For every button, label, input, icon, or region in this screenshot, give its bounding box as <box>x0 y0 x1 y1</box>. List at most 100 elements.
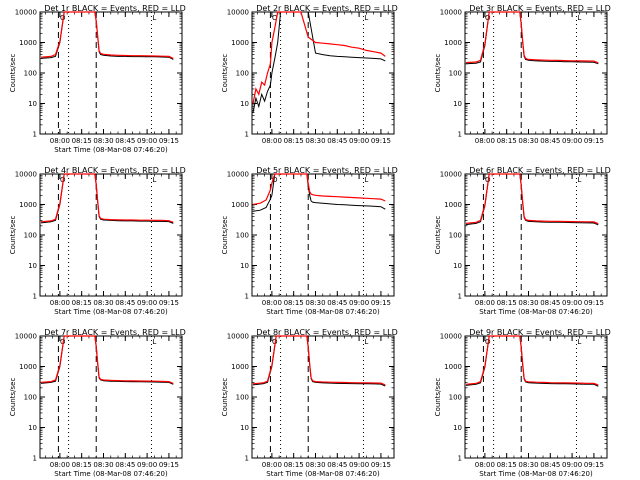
x-tick-label: 08:30 <box>518 137 538 145</box>
x-tick-label: 09:00 <box>562 461 582 469</box>
x-tick-label: 09:00 <box>562 299 582 307</box>
y-tick-label: 10 <box>240 424 249 432</box>
x-tick-label: 08:45 <box>540 299 560 307</box>
y-tick-label: 10 <box>453 262 462 270</box>
x-tick-label: 08:30 <box>93 299 113 307</box>
y-tick-label: 100 <box>24 70 37 78</box>
y-tick-label: 1000 <box>19 39 37 47</box>
chart-panel-8: Det 8r BLACK = Events, RED = LLD 1 10 100 10… <box>221 328 398 478</box>
x-tick-label: 08:00 <box>475 137 495 145</box>
y-tick-label: 100 <box>236 70 249 78</box>
chart-panel-4: Det 4r BLACK = Events, RED = LLD 1 10 100 10… <box>9 166 186 316</box>
chart-panel-9: Det 9r BLACK = Events, RED = LLD 1 10 100 10… <box>434 328 611 478</box>
y-tick-label: 10 <box>28 100 37 108</box>
x-tick-label: 08:45 <box>327 137 347 145</box>
x-tick-label: 08:15 <box>284 461 304 469</box>
x-tick-label: 09:15 <box>371 299 391 307</box>
series-line-lld <box>465 11 599 64</box>
x-tick-label: 09:15 <box>159 137 179 145</box>
y-tick-label: 1000 <box>231 363 249 371</box>
y-axis-label: Counts/sec <box>434 378 442 417</box>
annotation-label: L <box>364 176 368 184</box>
x-tick-label: 09:00 <box>349 137 369 145</box>
x-tick-label: 08:00 <box>50 299 70 307</box>
x-tick-label: 08:30 <box>305 461 325 469</box>
y-tick-label: 10000 <box>440 9 462 17</box>
chart-title: Det 5r BLACK = Events, RED = LLD <box>256 166 398 175</box>
y-tick-label: 1000 <box>19 363 37 371</box>
x-tick-label: 08:30 <box>518 461 538 469</box>
y-tick-label: 10 <box>453 100 462 108</box>
x-tick-label: 08:45 <box>115 137 135 145</box>
chart-panel-6: Det 6r BLACK = Events, RED = LLD 1 10 100 10… <box>434 166 611 316</box>
y-tick-label: 1 <box>458 131 462 139</box>
y-tick-label: 10 <box>453 424 462 432</box>
x-tick-label: 08:30 <box>518 299 538 307</box>
y-tick-label: 10 <box>240 100 249 108</box>
y-tick-label: 100 <box>449 394 462 402</box>
x-tick-label: 08:00 <box>262 461 282 469</box>
x-axis-label: Start Time (08-Mar-08 07:46:20) <box>266 470 380 478</box>
chart-title: Det 8r BLACK = Events, RED = LLD <box>256 328 398 337</box>
x-axis-label: Start Time (08-Mar-08 07:46:20) <box>54 146 168 154</box>
x-axis-label: Start Time (08-Mar-08 07:46:20) <box>54 470 168 478</box>
x-tick-label: 09:00 <box>137 137 157 145</box>
x-tick-label: 08:15 <box>284 137 304 145</box>
annotation-label: L <box>152 338 156 346</box>
y-tick-label: 1000 <box>444 201 462 209</box>
y-tick-label: 1000 <box>19 201 37 209</box>
y-tick-label: 10 <box>28 262 37 270</box>
x-tick-label: 08:45 <box>540 137 560 145</box>
series-line-lld <box>252 173 386 206</box>
x-tick-label: 08:45 <box>327 299 347 307</box>
x-tick-label: 08:15 <box>72 137 92 145</box>
series-line-lld <box>40 335 174 384</box>
x-tick-label: 08:30 <box>93 137 113 145</box>
x-tick-label: 09:00 <box>137 461 157 469</box>
y-tick-label: 10000 <box>227 9 249 17</box>
y-tick-label: 10000 <box>15 333 37 341</box>
chart-title: Det 6r BLACK = Events, RED = LLD <box>469 166 611 175</box>
x-tick-label: 09:15 <box>159 461 179 469</box>
series-line-events <box>252 11 386 113</box>
x-tick-label: 08:45 <box>327 461 347 469</box>
series-line-events <box>252 173 386 212</box>
annotation-label: L <box>577 14 581 22</box>
x-tick-label: 08:30 <box>305 137 325 145</box>
x-tick-label: 08:15 <box>497 461 517 469</box>
y-tick-label: 10000 <box>15 9 37 17</box>
y-tick-label: 1000 <box>231 39 249 47</box>
y-axis-label: Counts/sec <box>434 216 442 255</box>
annotation-label: L <box>364 338 368 346</box>
series-line-lld <box>40 11 174 59</box>
y-tick-label: 10 <box>240 262 249 270</box>
x-tick-label: 08:00 <box>262 137 282 145</box>
y-tick-label: 1 <box>33 131 37 139</box>
x-tick-label: 09:00 <box>562 137 582 145</box>
annotation-label: L <box>152 176 156 184</box>
y-tick-label: 1 <box>458 293 462 301</box>
plot-frame <box>251 11 395 135</box>
plot-frame <box>251 173 395 297</box>
y-axis-label: Counts/sec <box>221 378 229 417</box>
x-tick-label: 08:00 <box>50 137 70 145</box>
y-tick-label: 1000 <box>444 363 462 371</box>
x-tick-label: 08:00 <box>50 461 70 469</box>
x-tick-label: 08:30 <box>305 299 325 307</box>
x-tick-label: 08:00 <box>262 299 282 307</box>
y-axis-label: Counts/sec <box>9 378 17 417</box>
y-tick-label: 10000 <box>227 171 249 179</box>
series-line-lld <box>40 173 174 223</box>
x-tick-label: 08:15 <box>497 137 517 145</box>
y-axis-label: Counts/sec <box>9 216 17 255</box>
series-line-lld <box>252 335 386 386</box>
x-tick-label: 09:00 <box>137 299 157 307</box>
chart-title: Det 7r BLACK = Events, RED = LLD <box>44 328 186 337</box>
annotation-label: L <box>152 14 156 22</box>
y-tick-label: 1 <box>33 293 37 301</box>
y-axis-label: Counts/sec <box>221 216 229 255</box>
x-axis-label: Start Time (08-Mar-08 07:46:20) <box>54 308 168 316</box>
x-tick-label: 08:15 <box>497 299 517 307</box>
x-tick-label: 09:15 <box>159 299 179 307</box>
annotation-label: L <box>364 14 368 22</box>
